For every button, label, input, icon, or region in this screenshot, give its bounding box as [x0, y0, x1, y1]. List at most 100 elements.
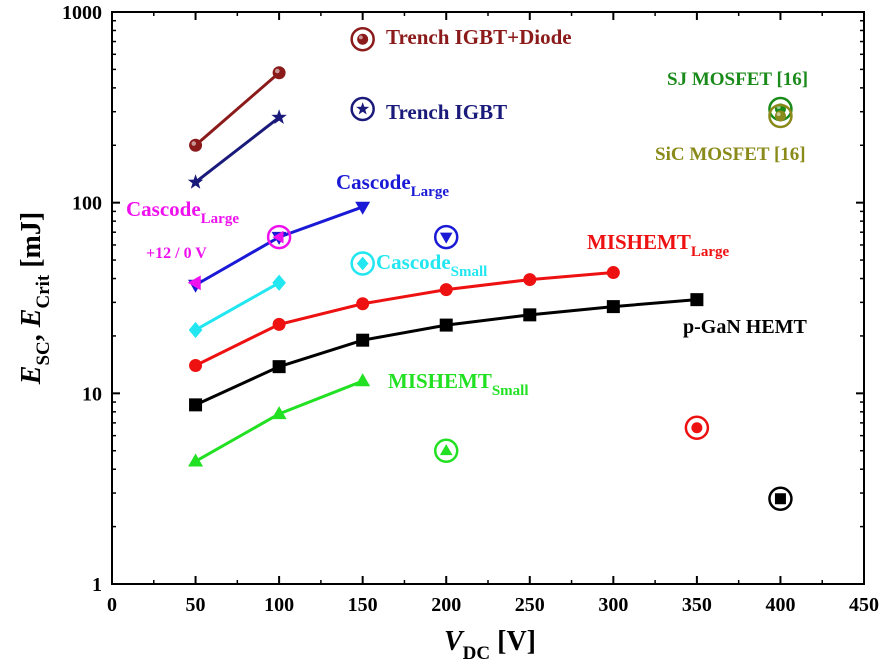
data-point-mishemt_large: [606, 266, 620, 280]
critical-point-mishemt_small_crit: [433, 438, 459, 463]
data-point-pgan_hemt: [439, 318, 453, 332]
critical-ring-trench_igbt_crit: [350, 96, 375, 122]
data-point-pgan_hemt: [189, 398, 203, 412]
annotation-text: Cascode: [126, 197, 201, 221]
annotation-subscript: Small: [492, 383, 529, 399]
data-point-pgan_hemt-shape: [439, 318, 453, 332]
series-line-cascode_small: [194, 281, 280, 332]
data-point-pgan_hemt-shape: [606, 300, 620, 314]
critical-point-cascode_large_crit: [433, 224, 459, 250]
data-point-mishemt_large: [523, 273, 537, 287]
critical-marker-cascode_large_gate_crit: [272, 230, 284, 244]
series-line-trench_igbt_diode: [194, 71, 281, 147]
data-point-pgan_hemt: [523, 308, 537, 322]
critical-marker-sic_mosfet_crit: [774, 110, 786, 122]
critical-marker-trench_igbt_diode_crit-shape: [357, 33, 369, 45]
critical-ring-cascode_large_gate_crit: [266, 224, 292, 250]
data-point-pgan_hemt: [690, 293, 704, 307]
x-tick-label: 100: [264, 594, 294, 616]
data-point-mishemt_small-shape: [355, 373, 371, 387]
data-point-mishemt_large-shape: [523, 273, 537, 287]
series-mishemt_small: [188, 373, 371, 467]
x-tick-label: 450: [849, 594, 879, 616]
series-trench_igbt_diode: [189, 66, 286, 152]
x-axis-label: VDC [V]: [444, 626, 536, 664]
critical-point-pgan_hemt_crit: [768, 486, 793, 511]
critical-marker-cascode_small_crit: [356, 256, 369, 271]
critical-marker-mishemt_small_crit-shape: [439, 444, 453, 456]
critical-marker-pgan_hemt_crit: [774, 493, 786, 505]
critical-point-mishemt_large_crit: [684, 415, 710, 440]
data-point-mishemt_large: [439, 283, 453, 297]
annotation-text: MISHEMT: [388, 369, 492, 393]
annotation-text: Cascode: [336, 170, 411, 194]
annotation-mishemt_large: MISHEMTLarge: [587, 230, 730, 260]
critical-point-cascode_large_gate_crit: [266, 224, 292, 250]
annotation-text: Cascode: [376, 250, 451, 274]
data-point-mishemt_large: [356, 297, 370, 311]
x-tick-label: 300: [598, 594, 628, 616]
annotation-mishemt_small: MISHEMTSmall: [388, 369, 529, 399]
critical-point-sic_mosfet_crit: [768, 103, 793, 129]
series-layer: [187, 26, 793, 511]
critical-marker-cascode_large_crit-shape: [439, 232, 453, 244]
x-tick-label: 400: [765, 594, 795, 616]
series-cascode_large_gate: [187, 275, 201, 291]
annotation-text: SJ MOSFET [16]: [667, 69, 808, 90]
x-tick-label: 200: [431, 594, 461, 616]
data-point-mishemt_small: [271, 406, 287, 420]
annotation-pgan_hemt: p-GaN HEMT: [683, 316, 808, 338]
data-point-trench_igbt_diode-shape: [272, 66, 286, 80]
critical-ring-cascode_small_crit: [350, 251, 375, 276]
axes: 0 50 100 150 200 250 300 350 400 450 1 10 100 1000 VDC…: [16, 2, 879, 664]
series-pgan_hemt: [189, 293, 704, 412]
data-point-pgan_hemt-shape: [356, 333, 370, 347]
annotation-subscript: Large: [411, 184, 450, 200]
data-point-mishemt_large-shape: [606, 266, 620, 280]
annotation-cascode_large_blue: CascodeLarge: [336, 170, 449, 200]
y-axis-label: ESC, ECrit [mJ]: [16, 212, 54, 385]
annotation-trench_igbt_diode: Trench IGBT+Diode: [386, 25, 572, 49]
data-point-pgan_hemt-shape: [189, 398, 203, 412]
annotation-cascode_small: CascodeSmall: [376, 250, 487, 280]
y-tick-label: 100: [72, 193, 102, 215]
annotation-sic_mosfet: SiC MOSFET [16]: [655, 144, 806, 165]
y-axis-label-group: ESC, ECrit [mJ]: [16, 212, 54, 385]
data-point-trench_igbt_diode-shape: [189, 138, 203, 152]
critical-marker-mishemt_small_crit: [439, 444, 453, 456]
data-point-trench_igbt_diode: [272, 66, 286, 80]
series-trench_igbt: [187, 109, 287, 189]
data-point-pgan_hemt-shape: [690, 293, 704, 307]
data-point-mishemt_large: [189, 358, 203, 372]
data-point-mishemt_small-shape: [271, 406, 287, 420]
x-tick-label: 150: [348, 594, 378, 616]
critical-marker-cascode_large_gate_crit-shape: [272, 230, 284, 244]
data-point-cascode_large-shape: [355, 201, 371, 215]
data-point-mishemt_large-shape: [356, 297, 370, 311]
critical-ring-trench_igbt_diode_crit: [350, 26, 375, 52]
critical-marker-trench_igbt_crit-shape: [356, 102, 370, 115]
annotation-cascode_large_magenta: CascodeLarge: [126, 197, 239, 227]
critical-marker-cascode_small_crit-shape: [356, 256, 369, 271]
annotation-text: p-GaN HEMT: [683, 316, 808, 338]
annotation-sj_mosfet: SJ MOSFET [16]: [667, 69, 808, 90]
data-point-trench_igbt_diode-highlight: [191, 141, 197, 146]
data-point-mishemt_large-shape: [439, 283, 453, 297]
critical-marker-trench_igbt_diode_crit: [357, 33, 369, 45]
data-point-mishemt_small: [188, 453, 204, 467]
critical-marker-pgan_hemt_crit-shape: [774, 493, 786, 505]
y-tick-label: 1000: [62, 2, 102, 24]
annotation-text: +12 / 0 V: [146, 245, 207, 262]
annotation-trench_igbt: Trench IGBT: [386, 100, 507, 124]
y-tick-label: 10: [82, 383, 102, 405]
data-point-cascode_small: [188, 321, 203, 339]
data-point-trench_igbt-shape: [187, 174, 204, 189]
data-point-pgan_hemt: [356, 333, 370, 347]
critical-marker-mishemt_large_crit-shape: [691, 422, 703, 434]
data-point-mishemt_small: [355, 373, 371, 387]
annotation-text: Trench IGBT+Diode: [386, 25, 572, 49]
annotation-layer: Trench IGBT+Diode Trench IGBT SJ MOSFET [1…: [126, 25, 808, 399]
critical-point-trench_igbt_crit: [350, 96, 375, 122]
critical-marker-trench_igbt_diode_crit-highlight: [358, 35, 363, 40]
